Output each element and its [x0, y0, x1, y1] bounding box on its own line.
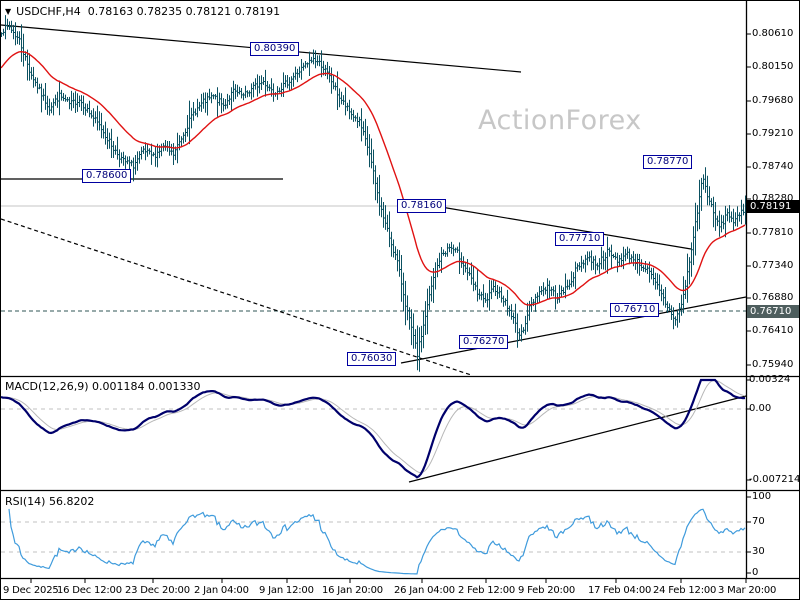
price-annotation-badge[interactable]: 0.76030	[347, 352, 397, 366]
time-axis-label: 9 Feb 20:00	[518, 585, 576, 596]
price-axis-label: 0.77810	[752, 227, 794, 238]
time-axis-label: 24 Feb 12:00	[653, 585, 717, 596]
rsi-label: RSI(14) 56.8202	[5, 495, 95, 508]
rsi-axis-label: 30	[752, 546, 765, 557]
time-axis-label: 2 Feb 12:00	[458, 585, 516, 596]
price-axis-label: 0.79680	[752, 95, 794, 106]
rsi-axis-label: 100	[752, 491, 772, 502]
price-axis-label: 0.78280	[752, 193, 794, 204]
price-annotation-badge[interactable]: 0.80390	[250, 42, 300, 56]
price-annotation-badge[interactable]: 0.78160	[397, 199, 447, 213]
time-axis-label: 3 Mar 20:00	[718, 585, 777, 596]
watermark: ActionForex	[478, 105, 642, 136]
chart-title: ▼ USDCHF,H4 0.78163 0.78235 0.78121 0.781…	[5, 5, 280, 18]
time-axis-label: 16 Dec 12:00	[57, 585, 122, 596]
chevron-down-icon[interactable]: ▼	[5, 7, 12, 16]
price-axis-label: 0.77340	[752, 260, 794, 271]
price-axis-label: 0.80150	[752, 61, 794, 72]
price-annotation-badge[interactable]: 0.78770	[643, 155, 693, 169]
price-annotation-badge[interactable]: 0.78600	[82, 169, 132, 183]
macd-axis-label: 0.00	[749, 403, 772, 414]
time-axis-label: 23 Dec 20:00	[125, 585, 190, 596]
time-axis-label: 2 Jan 04:00	[194, 585, 249, 596]
price-annotation-badge[interactable]: 0.76710	[610, 303, 660, 317]
price-annotation-badge[interactable]: 0.76270	[459, 335, 509, 349]
chart-title-text: USDCHF,H4 0.78163 0.78235 0.78121 0.7819…	[16, 5, 281, 18]
price-axis-label: 0.78740	[752, 161, 794, 172]
time-axis-label: 9 Jan 12:00	[259, 585, 314, 596]
rsi-axis-label: 70	[752, 516, 765, 527]
price-axis-label: 0.80610	[752, 28, 794, 39]
time-axis-label: 26 Jan 04:00	[394, 585, 455, 596]
price-axis-label: 0.76410	[752, 325, 794, 336]
time-axis-label: 9 Dec 2025	[3, 585, 59, 596]
price-axis-label: 0.75940	[752, 359, 794, 370]
level-price-badge: 0.76710	[747, 304, 799, 318]
macd-axis-label: 0.00324	[749, 374, 791, 385]
price-annotation-badge[interactable]: 0.77710	[555, 232, 605, 246]
time-axis-label: 17 Feb 04:00	[588, 585, 652, 596]
time-axis-label: 16 Jan 20:00	[322, 585, 383, 596]
price-axis-label: 0.79210	[752, 128, 794, 139]
macd-label: MACD(12,26,9) 0.001184 0.001330	[5, 380, 201, 393]
price-axis-label: 0.76880	[752, 292, 794, 303]
macd-axis-label: -0.007214	[749, 474, 800, 485]
rsi-axis-label: 0	[752, 567, 759, 578]
current-price-badge: 0.78191	[747, 199, 799, 213]
